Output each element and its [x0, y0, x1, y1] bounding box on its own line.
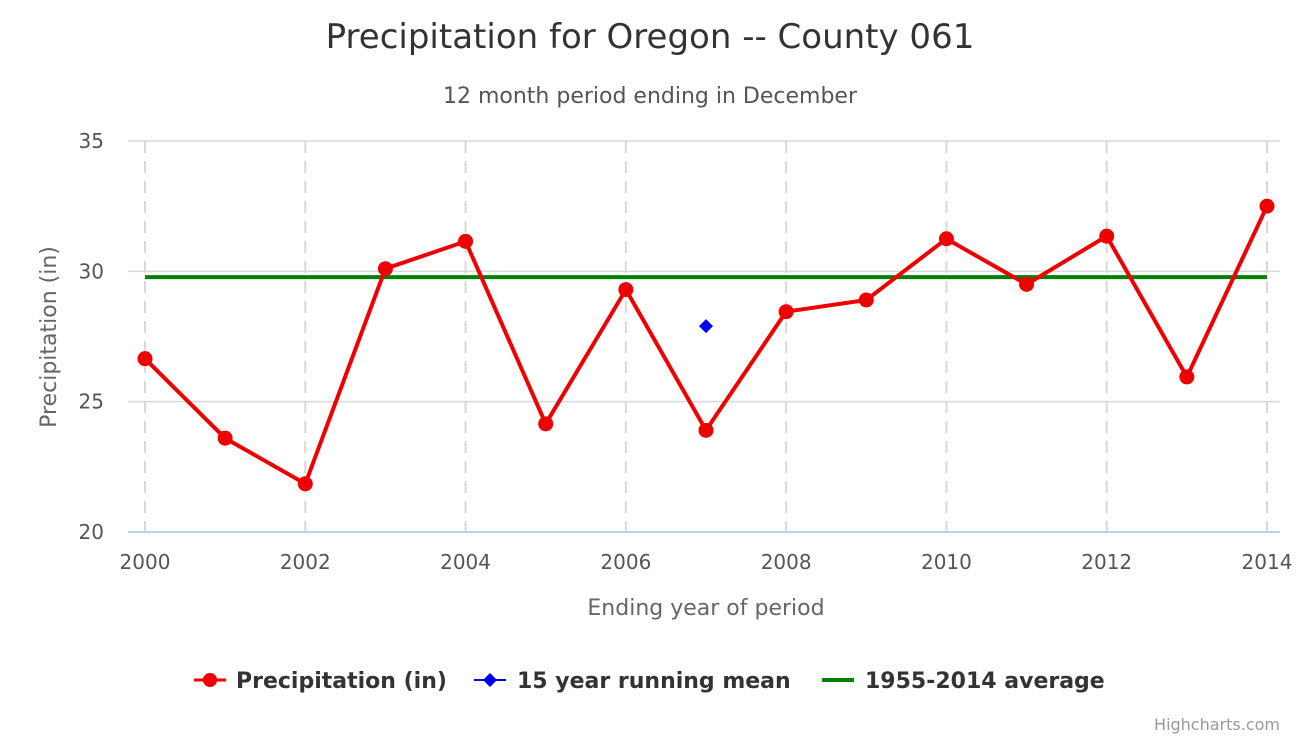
x-tick-label: 2012 — [1081, 550, 1132, 574]
x-tick-label: 2008 — [761, 550, 812, 574]
chart-title: Precipitation for Oregon -- County 061 — [326, 17, 975, 57]
precipitation-point-2008[interactable] — [778, 304, 794, 320]
precipitation-point-2002[interactable] — [297, 476, 313, 492]
precipitation-point-2010[interactable] — [938, 231, 954, 247]
precipitation-point-2005[interactable] — [538, 416, 554, 432]
precipitation-point-2012[interactable] — [1099, 228, 1115, 244]
legend-label-average: 1955-2014 average — [865, 669, 1105, 694]
precipitation-point-2006[interactable] — [618, 282, 634, 298]
y-tick-label: 25 — [79, 390, 104, 414]
grid-lines — [128, 140, 1280, 533]
x-tick-label: 2004 — [440, 550, 491, 574]
legend-item-running-mean[interactable]: 15 year running mean — [474, 669, 791, 694]
credits-link[interactable]: Highcharts.com — [1154, 715, 1280, 734]
precipitation-line — [143, 205, 1269, 486]
precipitation-point-2011[interactable] — [1019, 276, 1035, 292]
y-tick-label: 35 — [79, 129, 104, 153]
legend-label-precipitation: Precipitation (in) — [236, 669, 447, 694]
y-axis-title: Precipitation (in) — [37, 246, 62, 428]
x-tick-label: 2006 — [600, 550, 651, 574]
precipitation-point-2014[interactable] — [1259, 198, 1275, 214]
y-tick-label: 20 — [79, 520, 104, 544]
plot-area — [137, 198, 1275, 492]
x-tick-label: 2014 — [1242, 550, 1293, 574]
axes: 20 25 30 35 2000 2002 2004 2006 2008 2010 2012 2014 — [79, 129, 1293, 574]
y-tick-label: 30 — [79, 259, 104, 283]
x-tick-label: 2010 — [921, 550, 972, 574]
precipitation-point-2009[interactable] — [858, 292, 874, 308]
precipitation-point-2004[interactable] — [458, 233, 474, 249]
legend: Precipitation (in) 15 year running mean … — [194, 669, 1105, 694]
precipitation-point-2000[interactable] — [137, 351, 153, 367]
legend-item-precipitation[interactable]: Precipitation (in) — [194, 669, 447, 694]
x-tick-label: 2002 — [280, 550, 331, 574]
x-axis-title: Ending year of period — [587, 596, 824, 621]
legend-label-running-mean: 15 year running mean — [517, 669, 791, 694]
running-mean-point-2007[interactable] — [699, 319, 713, 334]
x-tick-label: 2000 — [120, 550, 171, 574]
chart-subtitle: 12 month period ending in December — [443, 84, 858, 109]
legend-marker-running-mean — [483, 673, 497, 687]
precipitation-point-2001[interactable] — [217, 430, 233, 446]
legend-item-average[interactable]: 1955-2014 average — [822, 669, 1105, 694]
precipitation-point-2003[interactable] — [377, 261, 393, 277]
precipitation-point-2013[interactable] — [1179, 369, 1195, 385]
precipitation-point-2007[interactable] — [698, 422, 714, 438]
legend-marker-precipitation — [203, 673, 217, 687]
